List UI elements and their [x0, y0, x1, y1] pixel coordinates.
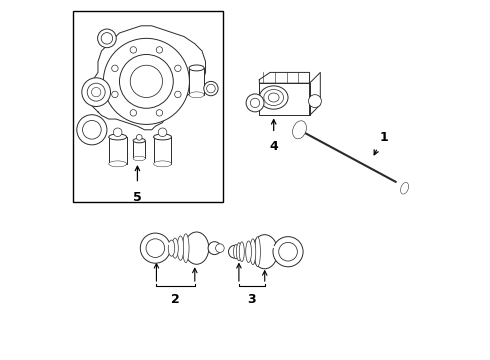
- Bar: [73, 12, 223, 202]
- Circle shape: [103, 39, 190, 125]
- Circle shape: [92, 87, 101, 97]
- Circle shape: [113, 128, 122, 136]
- Ellipse shape: [189, 92, 204, 98]
- Polygon shape: [87, 26, 205, 130]
- Ellipse shape: [239, 242, 245, 262]
- Ellipse shape: [293, 121, 306, 139]
- Ellipse shape: [259, 86, 288, 109]
- Polygon shape: [310, 72, 320, 116]
- Circle shape: [174, 65, 181, 72]
- Ellipse shape: [403, 186, 406, 191]
- Circle shape: [228, 245, 242, 258]
- Ellipse shape: [269, 93, 279, 102]
- Ellipse shape: [177, 236, 184, 260]
- Ellipse shape: [109, 134, 126, 140]
- Ellipse shape: [403, 186, 406, 190]
- Ellipse shape: [153, 134, 172, 140]
- Circle shape: [101, 33, 113, 44]
- Ellipse shape: [168, 240, 175, 256]
- Circle shape: [130, 65, 163, 98]
- Ellipse shape: [109, 161, 126, 167]
- Text: 3: 3: [247, 293, 256, 306]
- Circle shape: [112, 65, 118, 72]
- Bar: [133, 140, 146, 158]
- Circle shape: [130, 47, 137, 53]
- Ellipse shape: [252, 235, 278, 269]
- Bar: [153, 137, 172, 164]
- Circle shape: [140, 233, 171, 263]
- Circle shape: [309, 95, 321, 108]
- Ellipse shape: [294, 122, 306, 138]
- Ellipse shape: [402, 185, 407, 192]
- Text: 1: 1: [379, 131, 388, 144]
- Ellipse shape: [172, 238, 178, 258]
- Ellipse shape: [153, 161, 172, 167]
- Circle shape: [279, 242, 297, 261]
- Ellipse shape: [250, 239, 256, 265]
- Circle shape: [77, 115, 107, 145]
- Circle shape: [146, 239, 165, 257]
- Ellipse shape: [296, 125, 303, 135]
- Polygon shape: [259, 83, 310, 116]
- Circle shape: [98, 29, 116, 48]
- Ellipse shape: [264, 89, 284, 105]
- Ellipse shape: [401, 184, 408, 193]
- Ellipse shape: [133, 138, 146, 143]
- Ellipse shape: [234, 244, 239, 259]
- Circle shape: [174, 91, 181, 98]
- Circle shape: [130, 110, 137, 116]
- Ellipse shape: [402, 184, 407, 192]
- Text: 5: 5: [133, 191, 142, 204]
- Ellipse shape: [255, 237, 260, 267]
- Circle shape: [156, 110, 163, 116]
- Circle shape: [204, 81, 218, 96]
- Circle shape: [273, 237, 303, 267]
- Ellipse shape: [294, 123, 305, 137]
- Ellipse shape: [401, 183, 408, 193]
- Circle shape: [208, 242, 221, 255]
- Text: 2: 2: [172, 293, 180, 306]
- Ellipse shape: [236, 243, 242, 261]
- Bar: [189, 68, 204, 95]
- Circle shape: [207, 84, 215, 93]
- Circle shape: [120, 54, 173, 108]
- Bar: [109, 137, 126, 164]
- Text: 4: 4: [270, 140, 278, 153]
- Circle shape: [136, 134, 142, 140]
- Circle shape: [250, 98, 260, 108]
- Circle shape: [82, 78, 111, 107]
- Ellipse shape: [133, 156, 146, 161]
- Circle shape: [87, 83, 105, 101]
- Ellipse shape: [184, 232, 209, 264]
- Ellipse shape: [183, 234, 189, 262]
- Circle shape: [156, 47, 163, 53]
- Ellipse shape: [296, 126, 302, 134]
- Circle shape: [216, 244, 224, 252]
- Circle shape: [246, 94, 264, 112]
- Ellipse shape: [189, 65, 204, 71]
- Ellipse shape: [400, 183, 409, 194]
- Polygon shape: [259, 72, 310, 83]
- Circle shape: [158, 128, 167, 136]
- Ellipse shape: [245, 241, 251, 262]
- Ellipse shape: [295, 124, 304, 136]
- Circle shape: [112, 91, 118, 98]
- Circle shape: [82, 121, 101, 139]
